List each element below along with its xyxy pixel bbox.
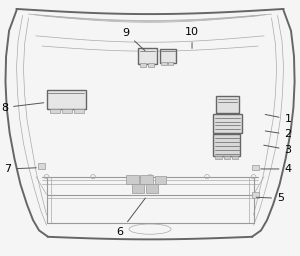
Text: 10: 10: [185, 27, 199, 48]
Bar: [38, 163, 45, 169]
Text: 4: 4: [261, 164, 292, 174]
Bar: [46, 90, 86, 109]
Bar: [146, 184, 158, 193]
Text: 9: 9: [122, 28, 145, 51]
Text: 8: 8: [1, 102, 44, 113]
Bar: [148, 63, 154, 67]
Text: 2: 2: [265, 129, 292, 140]
Bar: [138, 48, 157, 64]
Text: 6: 6: [116, 198, 146, 237]
Bar: [61, 109, 72, 113]
Bar: [154, 176, 166, 184]
Bar: [216, 96, 239, 113]
Text: 7: 7: [4, 164, 36, 174]
Bar: [161, 62, 167, 65]
Bar: [232, 156, 238, 159]
Bar: [126, 175, 139, 184]
Bar: [213, 114, 242, 133]
Bar: [50, 109, 60, 113]
Bar: [224, 156, 230, 159]
Bar: [252, 192, 259, 198]
Bar: [140, 175, 153, 184]
Bar: [74, 109, 84, 113]
Bar: [252, 165, 259, 170]
Bar: [168, 62, 173, 65]
Bar: [215, 156, 222, 159]
Bar: [160, 49, 176, 63]
Text: 5: 5: [256, 193, 284, 204]
Bar: [140, 63, 146, 67]
Bar: [213, 134, 240, 156]
Text: 1: 1: [265, 114, 292, 124]
Text: 3: 3: [264, 145, 292, 155]
Bar: [132, 184, 144, 193]
